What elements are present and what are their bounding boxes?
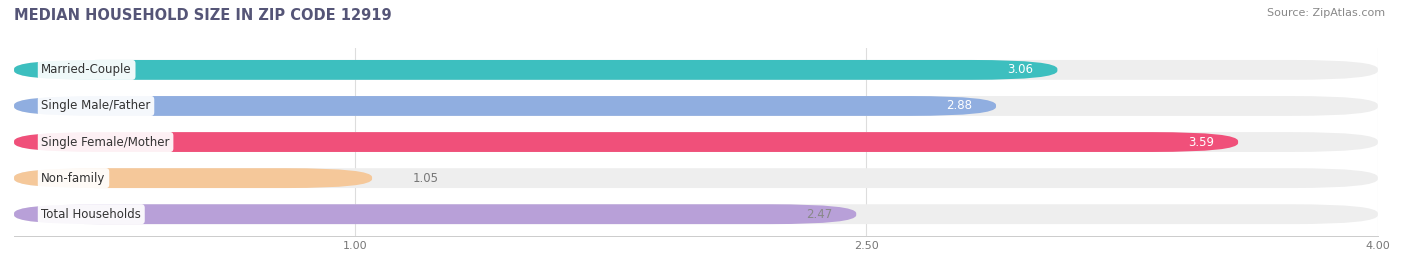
Text: Non-family: Non-family [41,172,105,185]
Text: Single Male/Father: Single Male/Father [41,99,150,113]
Text: 1.05: 1.05 [413,172,439,185]
Text: 2.88: 2.88 [946,99,972,113]
FancyBboxPatch shape [14,96,995,116]
Text: Total Households: Total Households [41,208,141,221]
Text: 3.59: 3.59 [1188,136,1215,148]
FancyBboxPatch shape [14,60,1378,80]
Text: Source: ZipAtlas.com: Source: ZipAtlas.com [1267,8,1385,18]
FancyBboxPatch shape [14,96,1378,116]
FancyBboxPatch shape [14,132,1378,152]
FancyBboxPatch shape [14,60,1057,80]
Text: 3.06: 3.06 [1008,64,1033,76]
Text: Single Female/Mother: Single Female/Mother [41,136,170,148]
FancyBboxPatch shape [14,204,1378,224]
Text: Married-Couple: Married-Couple [41,64,132,76]
FancyBboxPatch shape [14,168,1378,188]
Text: MEDIAN HOUSEHOLD SIZE IN ZIP CODE 12919: MEDIAN HOUSEHOLD SIZE IN ZIP CODE 12919 [14,8,392,23]
FancyBboxPatch shape [14,132,1239,152]
FancyBboxPatch shape [14,204,856,224]
Text: 2.47: 2.47 [806,208,832,221]
FancyBboxPatch shape [14,168,373,188]
